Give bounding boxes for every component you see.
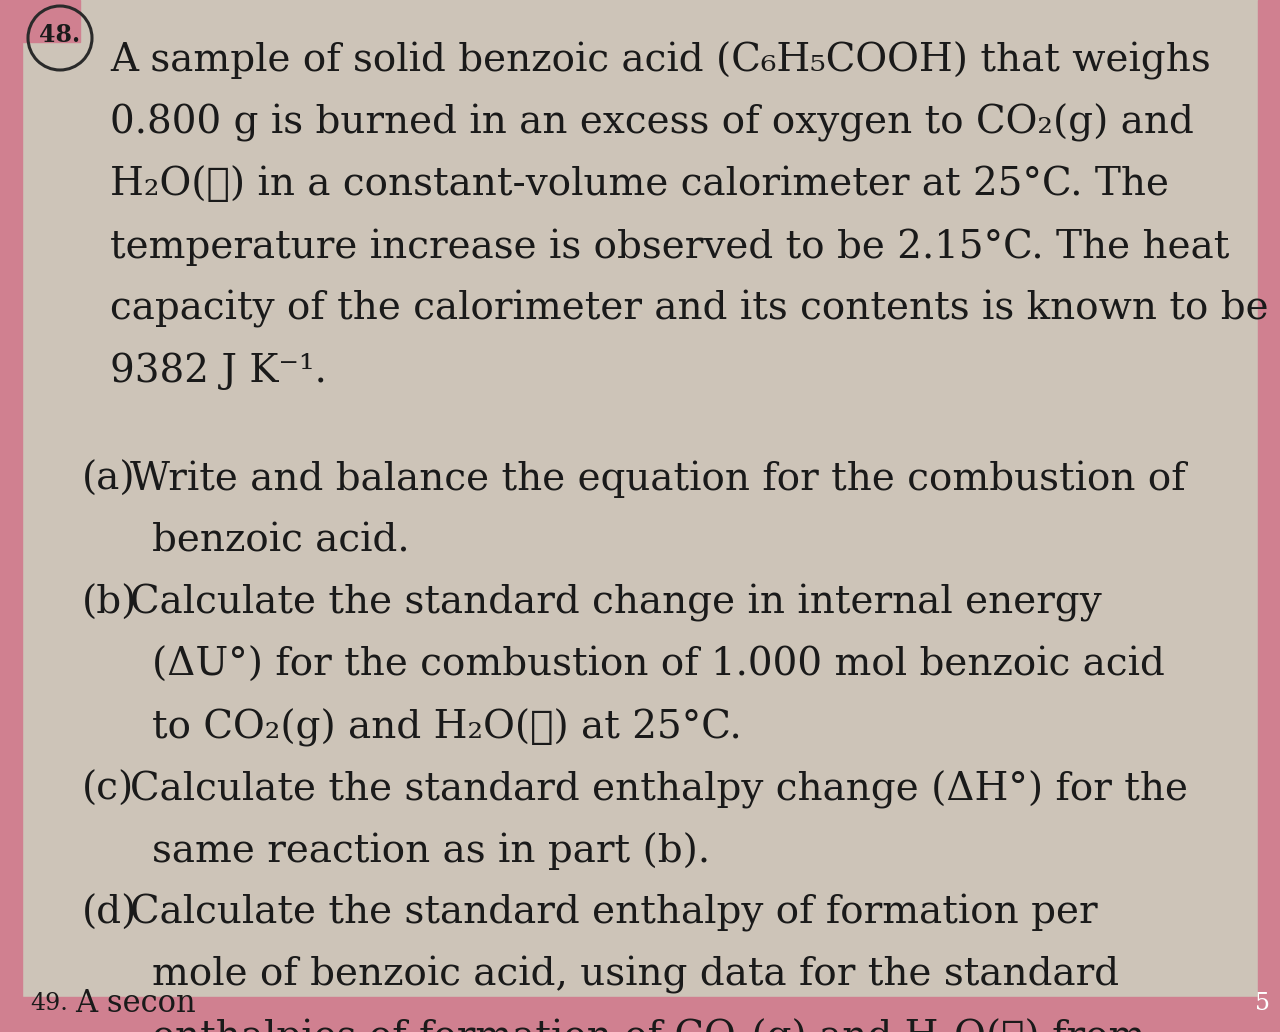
Bar <box>0 997 1280 1032</box>
Text: Calculate the standard enthalpy of formation per: Calculate the standard enthalpy of forma… <box>131 895 1098 933</box>
Text: 0.800 g is burned in an excess of oxygen to CO₂(g) and: 0.800 g is burned in an excess of oxygen… <box>110 104 1194 142</box>
Text: (d): (d) <box>82 895 137 932</box>
Text: temperature increase is observed to be 2.15°C. The heat: temperature increase is observed to be 2… <box>110 228 1229 265</box>
Text: 5: 5 <box>1254 993 1270 1015</box>
Text: same reaction as in part (b).: same reaction as in part (b). <box>152 833 710 870</box>
Text: (a): (a) <box>82 460 136 497</box>
Text: (c): (c) <box>82 771 134 807</box>
Text: 48.: 48. <box>40 23 81 47</box>
Text: H₂O(ℓ) in a constant-volume calorimeter at 25°C. The: H₂O(ℓ) in a constant-volume calorimeter … <box>110 166 1169 203</box>
Bar <box>1258 0 1280 1032</box>
Text: enthalpies of formation of CO₂(g) and H₂O(ℓ) from: enthalpies of formation of CO₂(g) and H₂… <box>152 1019 1146 1032</box>
Text: to CO₂(g) and H₂O(ℓ) at 25°C.: to CO₂(g) and H₂O(ℓ) at 25°C. <box>152 709 741 747</box>
Text: A sample of solid benzoic acid (C₆H₅COOH) that weighs: A sample of solid benzoic acid (C₆H₅COOH… <box>110 42 1211 80</box>
Text: 9382 J K⁻¹.: 9382 J K⁻¹. <box>110 352 326 389</box>
Text: A secon: A secon <box>76 989 196 1020</box>
Text: (b): (b) <box>82 584 137 621</box>
Text: Write and balance the equation for the combustion of: Write and balance the equation for the c… <box>131 460 1185 498</box>
Text: benzoic acid.: benzoic acid. <box>152 522 410 559</box>
Bar <box>0 0 22 1032</box>
Text: capacity of the calorimeter and its contents is known to be: capacity of the calorimeter and its cont… <box>110 290 1268 328</box>
Text: mole of benzoic acid, using data for the standard: mole of benzoic acid, using data for the… <box>152 957 1119 995</box>
Text: (ΔU°) for the combustion of 1.000 mol benzoic acid: (ΔU°) for the combustion of 1.000 mol be… <box>152 646 1165 683</box>
Text: Calculate the standard change in internal energy: Calculate the standard change in interna… <box>131 584 1102 622</box>
Text: 49.: 49. <box>29 993 68 1015</box>
Text: Calculate the standard enthalpy change (ΔH°) for the: Calculate the standard enthalpy change (… <box>131 771 1188 809</box>
Bar <box>0 0 79 42</box>
